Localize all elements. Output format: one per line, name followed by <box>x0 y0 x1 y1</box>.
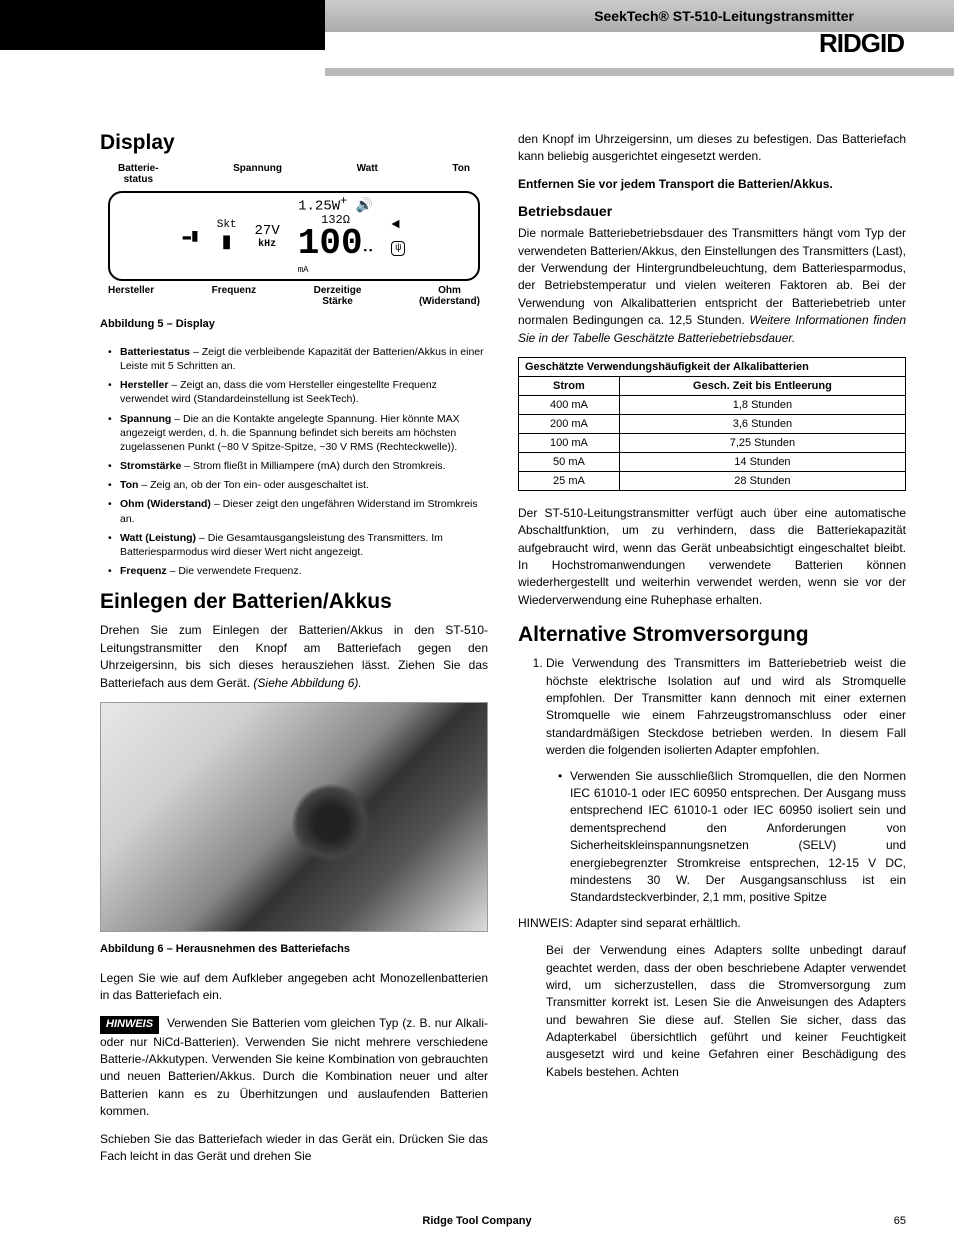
label-ohm: Ohm(Widerstand) <box>419 285 480 307</box>
lcd-khz: kHz <box>258 239 276 250</box>
heading-alternative: Alternative Stromversorgung <box>518 623 906 647</box>
table-row: 100 mA7,25 Stunden <box>519 433 906 452</box>
heading-display: Display <box>100 131 488 155</box>
bullet-item: Stromstärke – Strom fließt in Milliamper… <box>112 459 488 473</box>
para-hinweis: HINWEIS Verwenden Sie Batterien vom glei… <box>100 1015 488 1121</box>
bullet-item: Watt (Leistung) – Die Gesamtausgangsleis… <box>112 531 488 559</box>
page-number: 65 <box>894 1215 906 1227</box>
lcd-battery-icon: ▬▮ <box>183 228 199 245</box>
para-continued: den Knopf im Uhrzeigersinn, um dieses zu… <box>518 131 906 166</box>
product-title: SeekTech® ST-510-Leitungstransmitter <box>594 8 854 24</box>
bullet-item: Batteriestatus – Zeigt die verbleibende … <box>112 345 488 373</box>
display-bullet-list: Batteriestatus – Zeigt die verbleibende … <box>100 345 488 578</box>
table-row: 400 mA1,8 Stunden <box>519 395 906 414</box>
bullet-item: Spannung – Die an die Kontakte angelegte… <box>112 412 488 455</box>
lcd-skt: Skt <box>217 219 237 231</box>
table-row: 50 mA14 Stunden <box>519 452 906 471</box>
figure6-photo <box>100 702 488 932</box>
bullet-item: Ohm (Widerstand) – Dieser zeigt den unge… <box>112 497 488 525</box>
para-betrieb: Die normale Batteriebetriebsdauer des Tr… <box>518 225 906 347</box>
figure5-caption: Abbildung 5 – Display <box>100 317 488 333</box>
battery-table: Geschätzte Verwendungshäufigkeit der Alk… <box>518 357 906 491</box>
sub-bullet-item: Verwenden Sie ausschließlich Stromquelle… <box>560 768 906 907</box>
left-column: Display Batterie-status Spannung Watt To… <box>100 131 488 1175</box>
brand-logo: RIDGID <box>819 28 904 59</box>
table-title: Geschätzte Verwendungshäufigkeit der Alk… <box>519 357 906 376</box>
table-header-strom: Strom <box>519 376 620 395</box>
lcd-number: 100 <box>298 223 363 264</box>
para-einlegen: Drehen Sie zum Einlegen der Batterien/Ak… <box>100 622 488 692</box>
diagram-bottom-labels: Hersteller Frequenz DerzeitigeStärke Ohm… <box>100 285 488 307</box>
page-footer: Ridge Tool Company 65 <box>0 1195 954 1257</box>
table-header-zeit: Gesch. Zeit bis Entleerung <box>619 376 905 395</box>
para-legen: Legen Sie wie auf dem Aufkleber angegebe… <box>100 970 488 1005</box>
label-strength: DerzeitigeStärke <box>314 285 362 307</box>
diagram-top-labels: Batterie-status Spannung Watt Ton <box>100 163 488 185</box>
heading-einlegen: Einlegen der Batterien/Akkus <box>100 590 488 614</box>
footer-company: Ridge Tool Company <box>422 1215 531 1227</box>
header-black-box <box>0 0 325 50</box>
antenna-icon: ψ <box>391 241 405 256</box>
bullet-item: Hersteller – Zeigt an, dass die vom Hers… <box>112 378 488 406</box>
lcd-display-diagram: ▬▮ Skt ▮ 27V kHz 1.25W+ 🔊 132Ω 100▪▪mA ◄… <box>108 191 480 281</box>
list-item: Die Verwendung des Transmitters im Batte… <box>546 655 906 906</box>
para-entfernen: Entfernen Sie vor jedem Transport die Ba… <box>518 176 906 193</box>
table-row: 25 mA28 Stunden <box>519 471 906 490</box>
bullet-item: Frequenz – Die verwendete Frequenz. <box>112 564 488 578</box>
page-header: SeekTech® ST-510-Leitungstransmitter RID… <box>0 0 954 76</box>
label-freq: Frequenz <box>212 285 256 307</box>
label-tone: Ton <box>452 163 470 185</box>
table-row: 200 mA3,6 Stunden <box>519 414 906 433</box>
header-divider <box>325 68 954 76</box>
label-voltage: Spannung <box>233 163 282 185</box>
bullet-item: Ton – Zeig an, ob der Ton ein- oder ausg… <box>112 478 488 492</box>
speaker-icon: ◄ <box>391 217 405 233</box>
para-hinweis2: HINWEIS: Adapter sind separat erhältlich… <box>518 915 906 932</box>
para-adapter: Bei der Verwendung eines Adapters sollte… <box>518 942 906 1081</box>
label-battery: Batterie-status <box>118 163 159 185</box>
figure6-caption: Abbildung 6 – Herausnehmen des Batterief… <box>100 942 488 958</box>
lcd-volt: 27V <box>255 223 280 239</box>
para-schieben: Schieben Sie das Batteriefach wieder in … <box>100 1131 488 1166</box>
label-watt: Watt <box>357 163 378 185</box>
para-auto: Der ST-510-Leitungstransmitter verfügt a… <box>518 505 906 609</box>
heading-betrieb: Betriebsdauer <box>518 203 906 219</box>
label-mfr: Hersteller <box>108 285 154 307</box>
alternative-list: Die Verwendung des Transmitters im Batte… <box>518 655 906 906</box>
notice-tag: HINWEIS <box>100 1016 159 1034</box>
right-column: den Knopf im Uhrzeigersinn, um dieses zu… <box>518 131 906 1175</box>
